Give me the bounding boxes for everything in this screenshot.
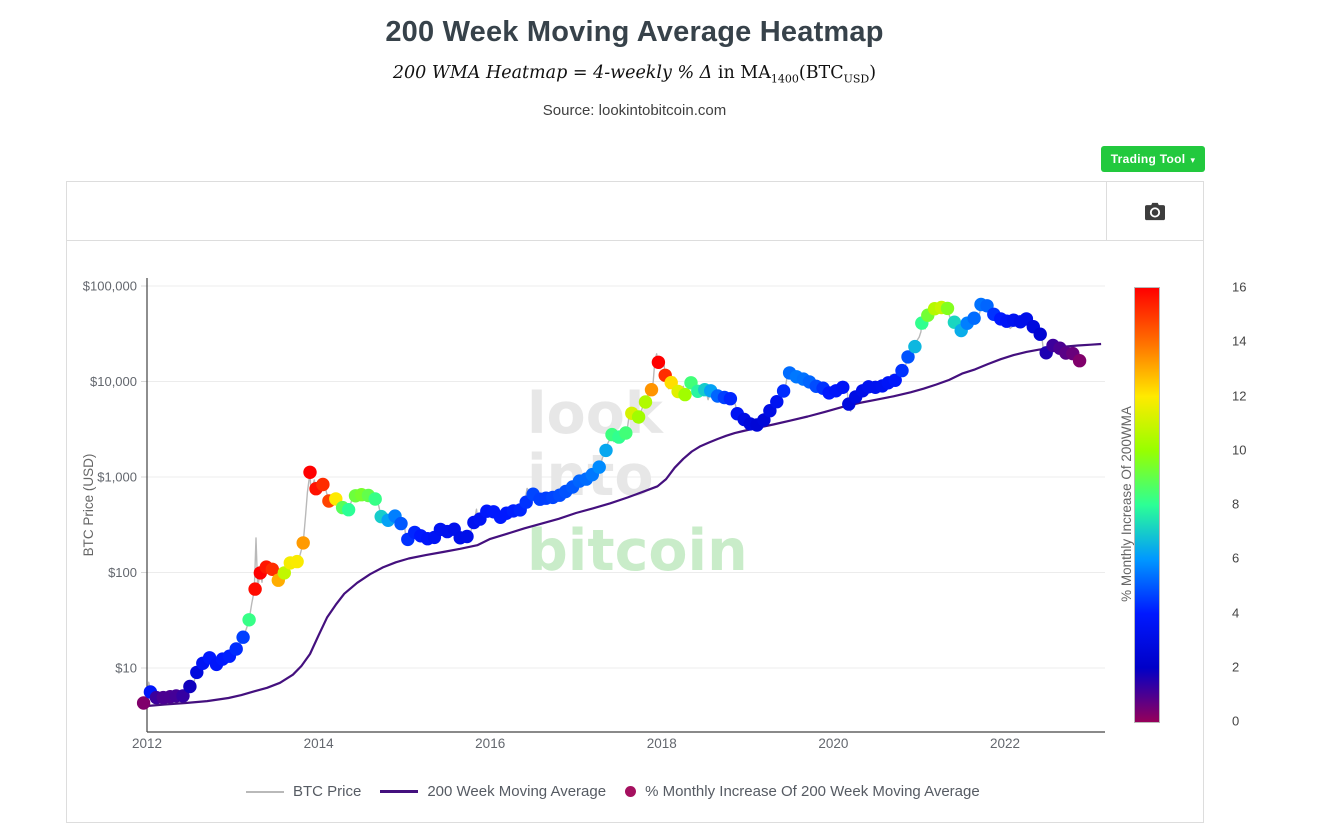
btc-price-line-swatch [246, 790, 284, 793]
colorbar-tick-label: 8 [1232, 496, 1240, 512]
formula-in: in [717, 63, 741, 83]
chart-legend: BTC Price 200 Week Moving Average % Mont… [246, 783, 980, 800]
chevron-down-icon: ▾ [1190, 154, 1196, 165]
legend-item-monthly-increase[interactable]: % Monthly Increase Of 200 Week Moving Av… [625, 783, 980, 800]
wma-line-swatch [380, 790, 419, 793]
toolbar-divider [1106, 182, 1107, 240]
trading-tool-button[interactable]: Trading Tool ▾ [1101, 146, 1205, 172]
formula-ma: MA [740, 63, 771, 83]
legend-label: % Monthly Increase Of 200 Week Moving Av… [645, 783, 980, 800]
colorbar-tick-label: 16 [1232, 279, 1247, 295]
chart-toolbar [67, 182, 1203, 241]
formula-ma-sub: 1400 [770, 72, 799, 86]
trading-tool-label: Trading Tool [1110, 152, 1186, 166]
chart-card: % Monthly Increase Of 200WMA BTC Price 2… [66, 181, 1246, 823]
colorbar-tick-label: 10 [1232, 442, 1247, 458]
monthly-increase-dot-swatch [625, 786, 637, 797]
header: 200 Week Moving Average Heatmap 200 WMA … [66, 0, 1203, 119]
colorbar-tick-label: 0 [1232, 713, 1240, 729]
legend-label: 200 Week Moving Average [427, 783, 607, 800]
formula-italic-part: 200 WMA Heatmap = 4-weekly % Δ [392, 63, 718, 83]
colorbar-tick-label: 14 [1232, 333, 1247, 349]
page-title: 200 Week Moving Average Heatmap [385, 16, 884, 48]
source-line: Source: lookintobitcoin.com [542, 101, 727, 119]
colorbar-tick-label: 2 [1232, 659, 1240, 675]
colorbar-gradient [1134, 287, 1160, 723]
formula-btc-sub: USD [843, 72, 870, 86]
colorbar-title: % Monthly Increase Of 200WMA [1119, 406, 1134, 602]
legend-item-200wma[interactable]: 200 Week Moving Average [380, 783, 606, 800]
formula-btc: BTC [805, 63, 844, 83]
colorbar-tick-label: 12 [1232, 388, 1247, 403]
formula-subtitle: 200 WMA Heatmap = 4-weekly % Δ in MA1400… [392, 63, 877, 86]
legend-label: BTC Price [293, 783, 362, 800]
colorbar-tick-label: 6 [1232, 550, 1240, 566]
colorbar-tick-label: 4 [1232, 605, 1240, 620]
camera-icon[interactable] [1139, 199, 1171, 225]
legend-item-btc-price[interactable]: BTC Price [246, 783, 361, 800]
